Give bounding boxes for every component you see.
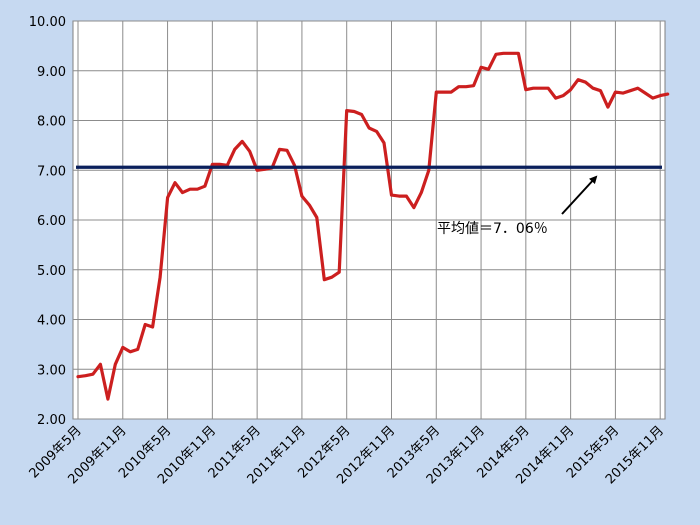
data-point: [315, 216, 319, 219]
x-axis-tick-labels: 2009年5月2009年11月2010年5月2010年11月2011年5月201…: [27, 423, 667, 487]
data-point: [352, 110, 356, 113]
data-point: [76, 375, 80, 378]
data-point: [382, 141, 386, 145]
data-point: [509, 52, 513, 55]
data-point: [84, 374, 87, 377]
data-point: [345, 109, 348, 112]
data-point: [547, 86, 550, 90]
y-tick-label: 9.00: [37, 65, 66, 80]
y-tick-label: 7.00: [37, 164, 66, 179]
data-point: [591, 86, 595, 90]
data-point: [644, 91, 647, 95]
data-point: [323, 278, 326, 281]
data-point: [233, 148, 236, 151]
average-annotation: 平均値＝7．06％: [437, 221, 548, 237]
data-point: [532, 86, 535, 90]
data-point: [241, 140, 244, 143]
data-point: [390, 193, 393, 197]
data-point: [278, 148, 281, 151]
data-point: [435, 90, 438, 94]
data-point: [412, 206, 416, 209]
data-point: [181, 191, 184, 194]
data-point: [330, 276, 333, 279]
data-point: [166, 196, 169, 199]
data-point: [457, 85, 460, 88]
data-point: [367, 126, 371, 130]
data-point: [203, 184, 207, 188]
data-point: [300, 194, 304, 198]
data-point: [494, 53, 498, 56]
data-point: [539, 86, 542, 90]
y-tick-label: 4.00: [37, 314, 66, 329]
data-point: [308, 203, 311, 207]
data-point: [606, 105, 610, 109]
data-point: [569, 88, 572, 91]
data-point: [554, 96, 557, 100]
data-point: [658, 94, 662, 97]
data-point: [561, 94, 565, 97]
y-tick-label: 10.00: [29, 15, 66, 30]
data-point: [158, 276, 162, 279]
data-point: [636, 86, 639, 90]
data-point: [114, 363, 117, 366]
y-tick-label: 5.00: [37, 264, 66, 279]
data-point: [121, 346, 124, 349]
y-tick-label: 8.00: [37, 115, 66, 130]
data-point: [420, 191, 423, 194]
data-point: [338, 271, 341, 274]
data-point: [427, 169, 431, 172]
data-point: [397, 194, 401, 198]
data-point: [106, 397, 110, 401]
data-point: [614, 90, 617, 94]
data-point: [218, 163, 222, 166]
data-point: [629, 89, 632, 92]
data-point: [360, 113, 363, 116]
data-point: [479, 66, 483, 69]
average-group: 平均値＝7．06％: [76, 165, 662, 237]
data-point: [248, 150, 251, 153]
data-point: [442, 90, 445, 94]
data-point: [143, 323, 147, 326]
data-point: [472, 84, 475, 87]
y-tick-label: 6.00: [37, 214, 66, 229]
y-tick-label: 3.00: [37, 363, 66, 378]
data-point: [188, 187, 192, 191]
data-point: [464, 85, 468, 88]
data-point: [621, 91, 625, 95]
data-point: [599, 89, 602, 92]
data-point: [576, 78, 580, 81]
data-point: [666, 92, 669, 96]
data-point: [91, 373, 95, 376]
data-point: [502, 52, 505, 55]
y-tick-label: 2.00: [37, 413, 66, 428]
data-point: [487, 68, 490, 71]
data-point: [255, 169, 259, 172]
data-point: [99, 363, 102, 366]
data-point: [651, 96, 654, 100]
annotation-arrow: [561, 175, 598, 215]
data-point: [285, 149, 289, 152]
data-point: [196, 187, 199, 191]
data-point: [450, 90, 453, 94]
series-line: [76, 51, 670, 401]
data-point: [151, 325, 154, 329]
data-point: [129, 350, 132, 354]
data-point: [211, 163, 214, 166]
data-point: [136, 348, 139, 351]
data-point: [375, 130, 378, 133]
data-point: [524, 88, 528, 91]
data-point: [517, 52, 520, 55]
data-point: [584, 80, 587, 84]
y-axis-tick-labels: 2.00 3.00 4.00 5.00 6.00 7.00 8.00 9.00 10.00: [29, 15, 66, 428]
data-point: [173, 181, 177, 184]
data-point: [405, 194, 408, 198]
series-group: [76, 51, 670, 401]
